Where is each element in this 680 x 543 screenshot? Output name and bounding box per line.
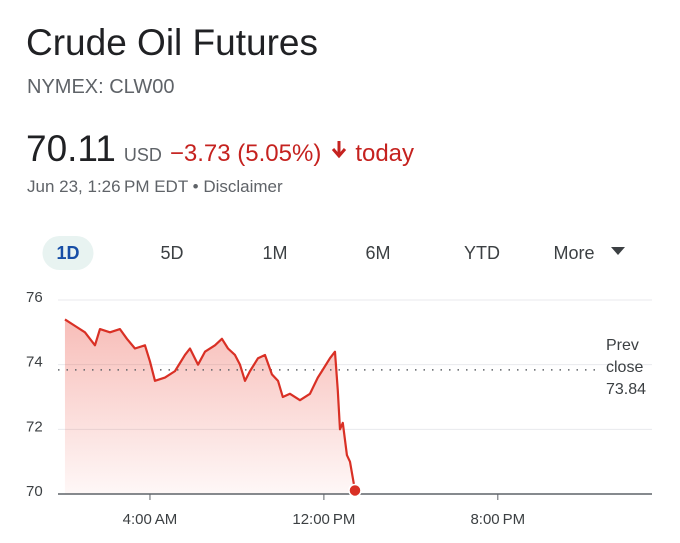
period: today [355, 140, 415, 167]
prev-close-label: Prev close 73.84 [606, 335, 662, 401]
tab[interactable]: YTD [464, 243, 500, 263]
y-tick-label: 72 [26, 418, 43, 435]
more-caret [611, 247, 625, 255]
currency: USD [123, 145, 162, 165]
area [64, 319, 355, 494]
change: −3.73 (5.05%) [169, 140, 322, 167]
current-point [348, 483, 362, 498]
y-tick-label: 74 [26, 354, 43, 371]
tab[interactable]: 1M [262, 243, 288, 263]
tab[interactable]: 1D [42, 236, 94, 270]
price: 70.11 [26, 128, 116, 169]
price-line [64, 318, 357, 491]
x-tick-label: 12:00 PM [292, 511, 355, 528]
date-row: Jun 23, 1:26 PM EDT • Disclaimer [27, 177, 283, 197]
title: Crude Oil Futures [26, 22, 318, 63]
down-arrow [332, 141, 347, 159]
y-tick-label: 70 [26, 483, 43, 500]
y-tick-label: 76 [26, 289, 43, 306]
x-tick-label: 8:00 PM [470, 511, 525, 528]
price-row: 70.11 USD −3.73 (5.05%) today [26, 128, 414, 170]
tab[interactable]: More [553, 243, 595, 263]
prev-close-value: 73.84 [606, 381, 647, 398]
tab[interactable]: 5D [160, 243, 184, 263]
tab[interactable]: 6M [365, 243, 391, 263]
x-tick-label: 4:00 AM [123, 511, 178, 528]
disclaimer[interactable]: Disclaimer [203, 177, 283, 196]
timestamp: Jun 23, 1:26 PM EDT [27, 177, 188, 196]
prev-close-text: Prev close [606, 337, 644, 376]
separator: • [192, 177, 199, 196]
exchange: NYMEX: CLW00 [27, 76, 175, 98]
